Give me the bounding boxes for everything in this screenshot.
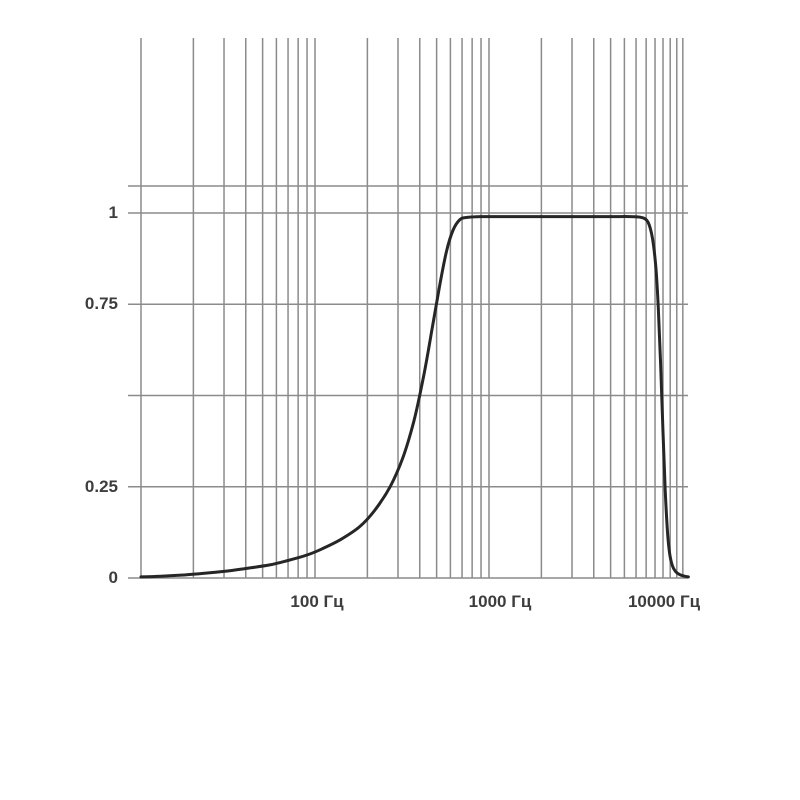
y-axis-label-0: 0	[108, 568, 118, 587]
x-axis-label-10000hz: 10000 Гц	[627, 592, 701, 611]
y-axis-label-1: 1	[108, 203, 118, 222]
x-axis-label-100hz: 100 Гц	[290, 592, 344, 611]
x-axis-label-1000hz: 1000 Гц	[468, 592, 532, 611]
y-axis-label-0-25: 0.25	[84, 477, 118, 496]
y-axis-label-0-75: 0.75	[84, 294, 118, 313]
grid	[128, 38, 688, 579]
response-curve	[139, 215, 690, 579]
